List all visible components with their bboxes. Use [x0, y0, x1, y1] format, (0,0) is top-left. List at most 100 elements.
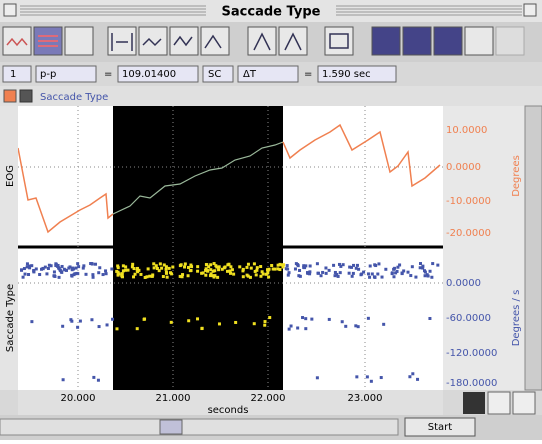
- saccade-dot: [289, 324, 293, 328]
- saccade-dot: [301, 316, 305, 320]
- ibeam-tool[interactable]: [487, 391, 511, 415]
- saccade-dot: [74, 266, 78, 270]
- saccade-dot: [183, 262, 187, 266]
- y-tick-label: -20.0000: [446, 228, 491, 239]
- saccade-dot: [164, 265, 168, 269]
- saccade-dot: [408, 375, 412, 379]
- tool-button[interactable]: [324, 26, 354, 56]
- saccade-dot: [121, 269, 125, 273]
- saccade-dot: [266, 271, 270, 275]
- channel-field[interactable]: [2, 65, 32, 83]
- plot-area: [17, 106, 443, 390]
- saccade-dot: [333, 274, 337, 278]
- saccade-dot: [356, 325, 360, 329]
- window-title: Saccade Type: [222, 5, 321, 20]
- tool-button[interactable]: [200, 26, 230, 56]
- scroll-thumb[interactable]: [159, 419, 183, 435]
- saccade-dot: [105, 323, 109, 327]
- eog-trace: [282, 123, 441, 188]
- footer: Start: [0, 415, 542, 440]
- saccade-dot: [70, 273, 74, 277]
- saccade-dot: [135, 327, 139, 331]
- sc-field[interactable]: [202, 65, 234, 83]
- saccade-dot: [82, 264, 86, 268]
- saccade-dot: [130, 265, 134, 269]
- saccade-dot: [270, 264, 274, 268]
- saccade-dot: [268, 316, 272, 320]
- saccade-dot: [394, 271, 398, 275]
- vertical-scrollbar[interactable]: [524, 105, 542, 391]
- tool-button[interactable]: [2, 26, 32, 56]
- eog-trace: [17, 147, 114, 234]
- tool-button[interactable]: [278, 26, 308, 56]
- y-tick-label: -10.0000: [446, 196, 491, 207]
- tool-button[interactable]: [495, 26, 525, 56]
- field-row: 1 p-p = 109.01400 SC ΔT = 1.590 sec: [0, 62, 542, 86]
- y-tick-label: 0.0000: [446, 278, 481, 289]
- saccade-dot: [260, 270, 264, 274]
- saccade-dot: [97, 271, 101, 275]
- saccade-dot: [368, 264, 372, 268]
- saccade-dot: [211, 269, 215, 273]
- saccade-dot: [131, 262, 135, 266]
- saccade-dot: [217, 265, 221, 269]
- tool-button[interactable]: [138, 26, 168, 56]
- saccade-dot: [324, 266, 328, 270]
- horizontal-scrollbar[interactable]: [0, 418, 399, 436]
- saccade-dot: [132, 267, 136, 271]
- saccade-dot: [148, 274, 152, 278]
- tool-button[interactable]: [464, 26, 494, 56]
- saccade-dot: [28, 266, 32, 270]
- saccade-dot: [281, 265, 285, 269]
- saccade-dot: [354, 266, 358, 270]
- saccade-dot: [263, 323, 267, 327]
- saccade-dot: [209, 263, 213, 267]
- saccade-dot: [222, 266, 226, 270]
- y-tick-label: -60.0000: [446, 313, 491, 324]
- saccade-dot: [402, 269, 406, 273]
- saccade-dot: [418, 262, 422, 266]
- saccade-dot: [135, 268, 139, 272]
- tool-button[interactable]: [169, 26, 199, 56]
- close-box[interactable]: [3, 3, 17, 17]
- saccade-dot: [207, 265, 211, 269]
- tool-button[interactable]: [247, 26, 277, 56]
- saccade-dot: [411, 372, 415, 376]
- start-button[interactable]: [404, 417, 476, 437]
- saccade-dot: [418, 266, 422, 270]
- value-field[interactable]: [117, 65, 199, 83]
- axis-strip: [443, 106, 525, 390]
- start-label: Start: [428, 422, 453, 433]
- saccade-dot: [196, 269, 200, 273]
- saccade-dot: [91, 273, 95, 277]
- tool-button[interactable]: [402, 26, 432, 56]
- saccade-dot: [238, 265, 242, 269]
- zoom-box[interactable]: [523, 3, 537, 17]
- saccade-dot: [25, 262, 29, 266]
- saccade-dot: [372, 275, 376, 279]
- saccade-dot: [135, 266, 139, 270]
- delta-field[interactable]: [237, 65, 299, 83]
- saccade-dot: [430, 275, 434, 279]
- saccade-dot: [347, 271, 351, 275]
- arrow-tool[interactable]: [463, 392, 485, 414]
- saccade-dot: [351, 271, 355, 275]
- tool-button[interactable]: [433, 26, 463, 56]
- tool-button[interactable]: [371, 26, 401, 56]
- saccade-dot: [162, 263, 166, 267]
- saccade-dot: [315, 262, 319, 266]
- saccade-dot: [142, 317, 146, 321]
- saccade-dot: [101, 273, 105, 277]
- saccade-dot: [261, 272, 265, 276]
- zoom-tool[interactable]: [512, 391, 536, 415]
- tool-button[interactable]: [64, 26, 94, 56]
- saccade-dot: [178, 274, 182, 278]
- saccade-dot: [67, 266, 71, 270]
- toolbar: [0, 22, 542, 62]
- interval-field[interactable]: [317, 65, 397, 83]
- interval-value: 1.590 sec: [322, 69, 371, 80]
- measure-field[interactable]: [35, 65, 97, 83]
- saccade-dot: [376, 272, 380, 276]
- saccade-dot: [308, 264, 312, 268]
- saccade-dot: [321, 270, 325, 274]
